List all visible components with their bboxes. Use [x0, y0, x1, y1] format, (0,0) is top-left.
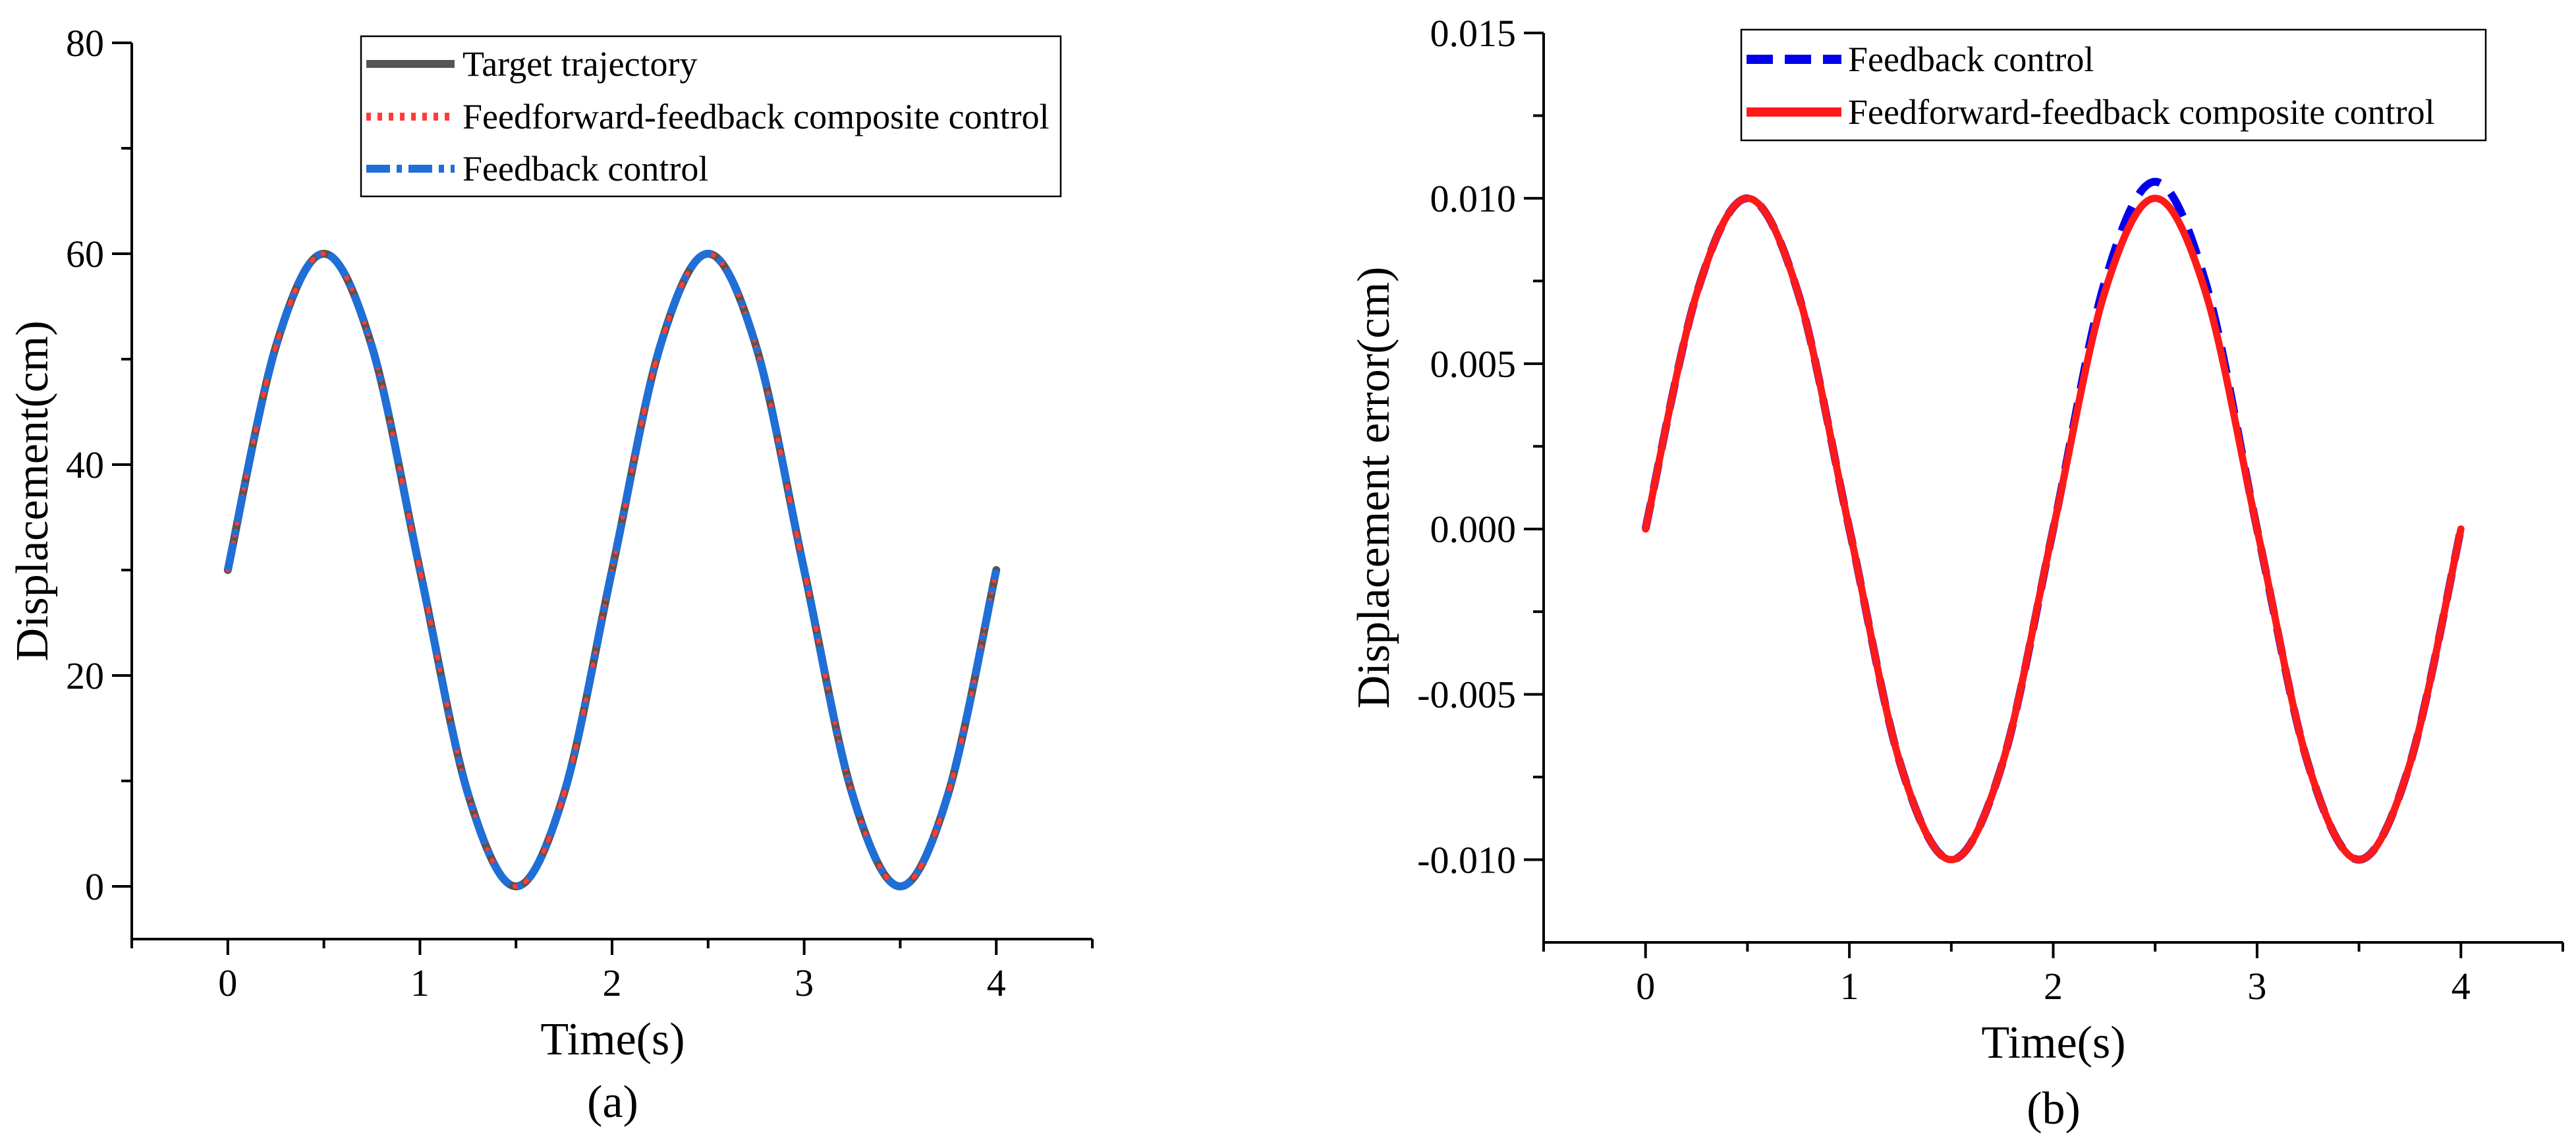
chart-a-x-tick-label: 2	[603, 961, 622, 1004]
chart-a-legend-label-feedback-control: Feedback control	[462, 149, 708, 188]
chart-b-y-tick-label: -0.005	[1417, 674, 1516, 716]
chart-a-y-tick-label: 20	[66, 654, 104, 697]
chart-panel-b: -0.010 -0.005 0.000 0.005 0.010 0.015 0 1 2 3 4 Ti…	[1349, 12, 2564, 1134]
chart-b-x-tick-label: 1	[1840, 965, 1859, 1008]
chart-a-legend-label-composite-control: Feedforward-feedback composite control	[462, 97, 1050, 136]
chart-b-y-tick-label: -0.010	[1417, 839, 1516, 882]
chart-a-y-tick-label: 60	[66, 233, 104, 275]
chart-a-y-tick-label: 80	[66, 22, 104, 65]
chart-b-x-tick-label: 4	[2451, 965, 2471, 1008]
chart-a-series-feedforward-feedback-composite-control	[225, 251, 999, 889]
chart-a-legend: Target trajectory Feedforward-feedback c…	[360, 35, 1062, 198]
chart-b-legend: Feedback control Feedforward-feedback co…	[1740, 28, 2487, 142]
chart-a-x-tick-label: 4	[987, 961, 1006, 1004]
chart-a-series	[223, 250, 1001, 890]
chart-b-x-tick-label: 0	[1636, 965, 1655, 1008]
chart-b-legend-box	[1740, 28, 2487, 142]
chart-b-series	[1641, 177, 2465, 864]
chart-b-x-tick-label: 2	[2044, 965, 2063, 1008]
chart-a-x-axis-title: Time(s)	[540, 1014, 685, 1065]
chart-a-x-tick-label: 1	[410, 961, 430, 1004]
chart-a-y-tick-label: 0	[85, 865, 104, 908]
chart-b-legend-label-composite-control: Feedforward-feedback composite control	[1848, 92, 2435, 132]
chart-b-y-tick-label: 0.000	[1430, 508, 1517, 551]
chart-a-x-tick-label: 0	[218, 961, 237, 1004]
chart-b-x-axis-title: Time(s)	[1981, 1018, 2125, 1068]
chart-b-panel-label: (b)	[2027, 1083, 2081, 1134]
chart-a-legend-label-target-trajectory: Target trajectory	[462, 44, 698, 84]
chart-a-y-axis-title: Displacement(cm)	[7, 320, 58, 661]
chart-b-y-tick-label: 0.010	[1430, 177, 1517, 220]
chart-a-ticks: 0 20 40 60 80 0 1 2 3 4	[66, 22, 1094, 1004]
chart-b-ticks: -0.010 -0.005 0.000 0.005 0.010 0.015 0 1 2 3 4	[1417, 12, 2564, 1008]
chart-a-legend-box	[360, 35, 1062, 198]
chart-b-y-axis-title: Displacement error(cm)	[1349, 267, 1399, 709]
chart-a-panel-label: (a)	[587, 1077, 638, 1128]
chart-b-legend-label-feedback-control: Feedback control	[1848, 40, 2094, 79]
chart-a-series-feedback-control	[223, 250, 1001, 890]
chart-a-x-tick-label: 3	[795, 961, 814, 1004]
chart-b-x-tick-label: 3	[2247, 965, 2266, 1008]
chart-a-y-tick-label: 40	[66, 444, 104, 486]
chart-b-series-feedforward-feedback-composite-control	[1642, 194, 2465, 863]
chart-b-y-tick-label: 0.005	[1430, 343, 1517, 386]
chart-b-y-tick-label: 0.015	[1430, 12, 1517, 55]
